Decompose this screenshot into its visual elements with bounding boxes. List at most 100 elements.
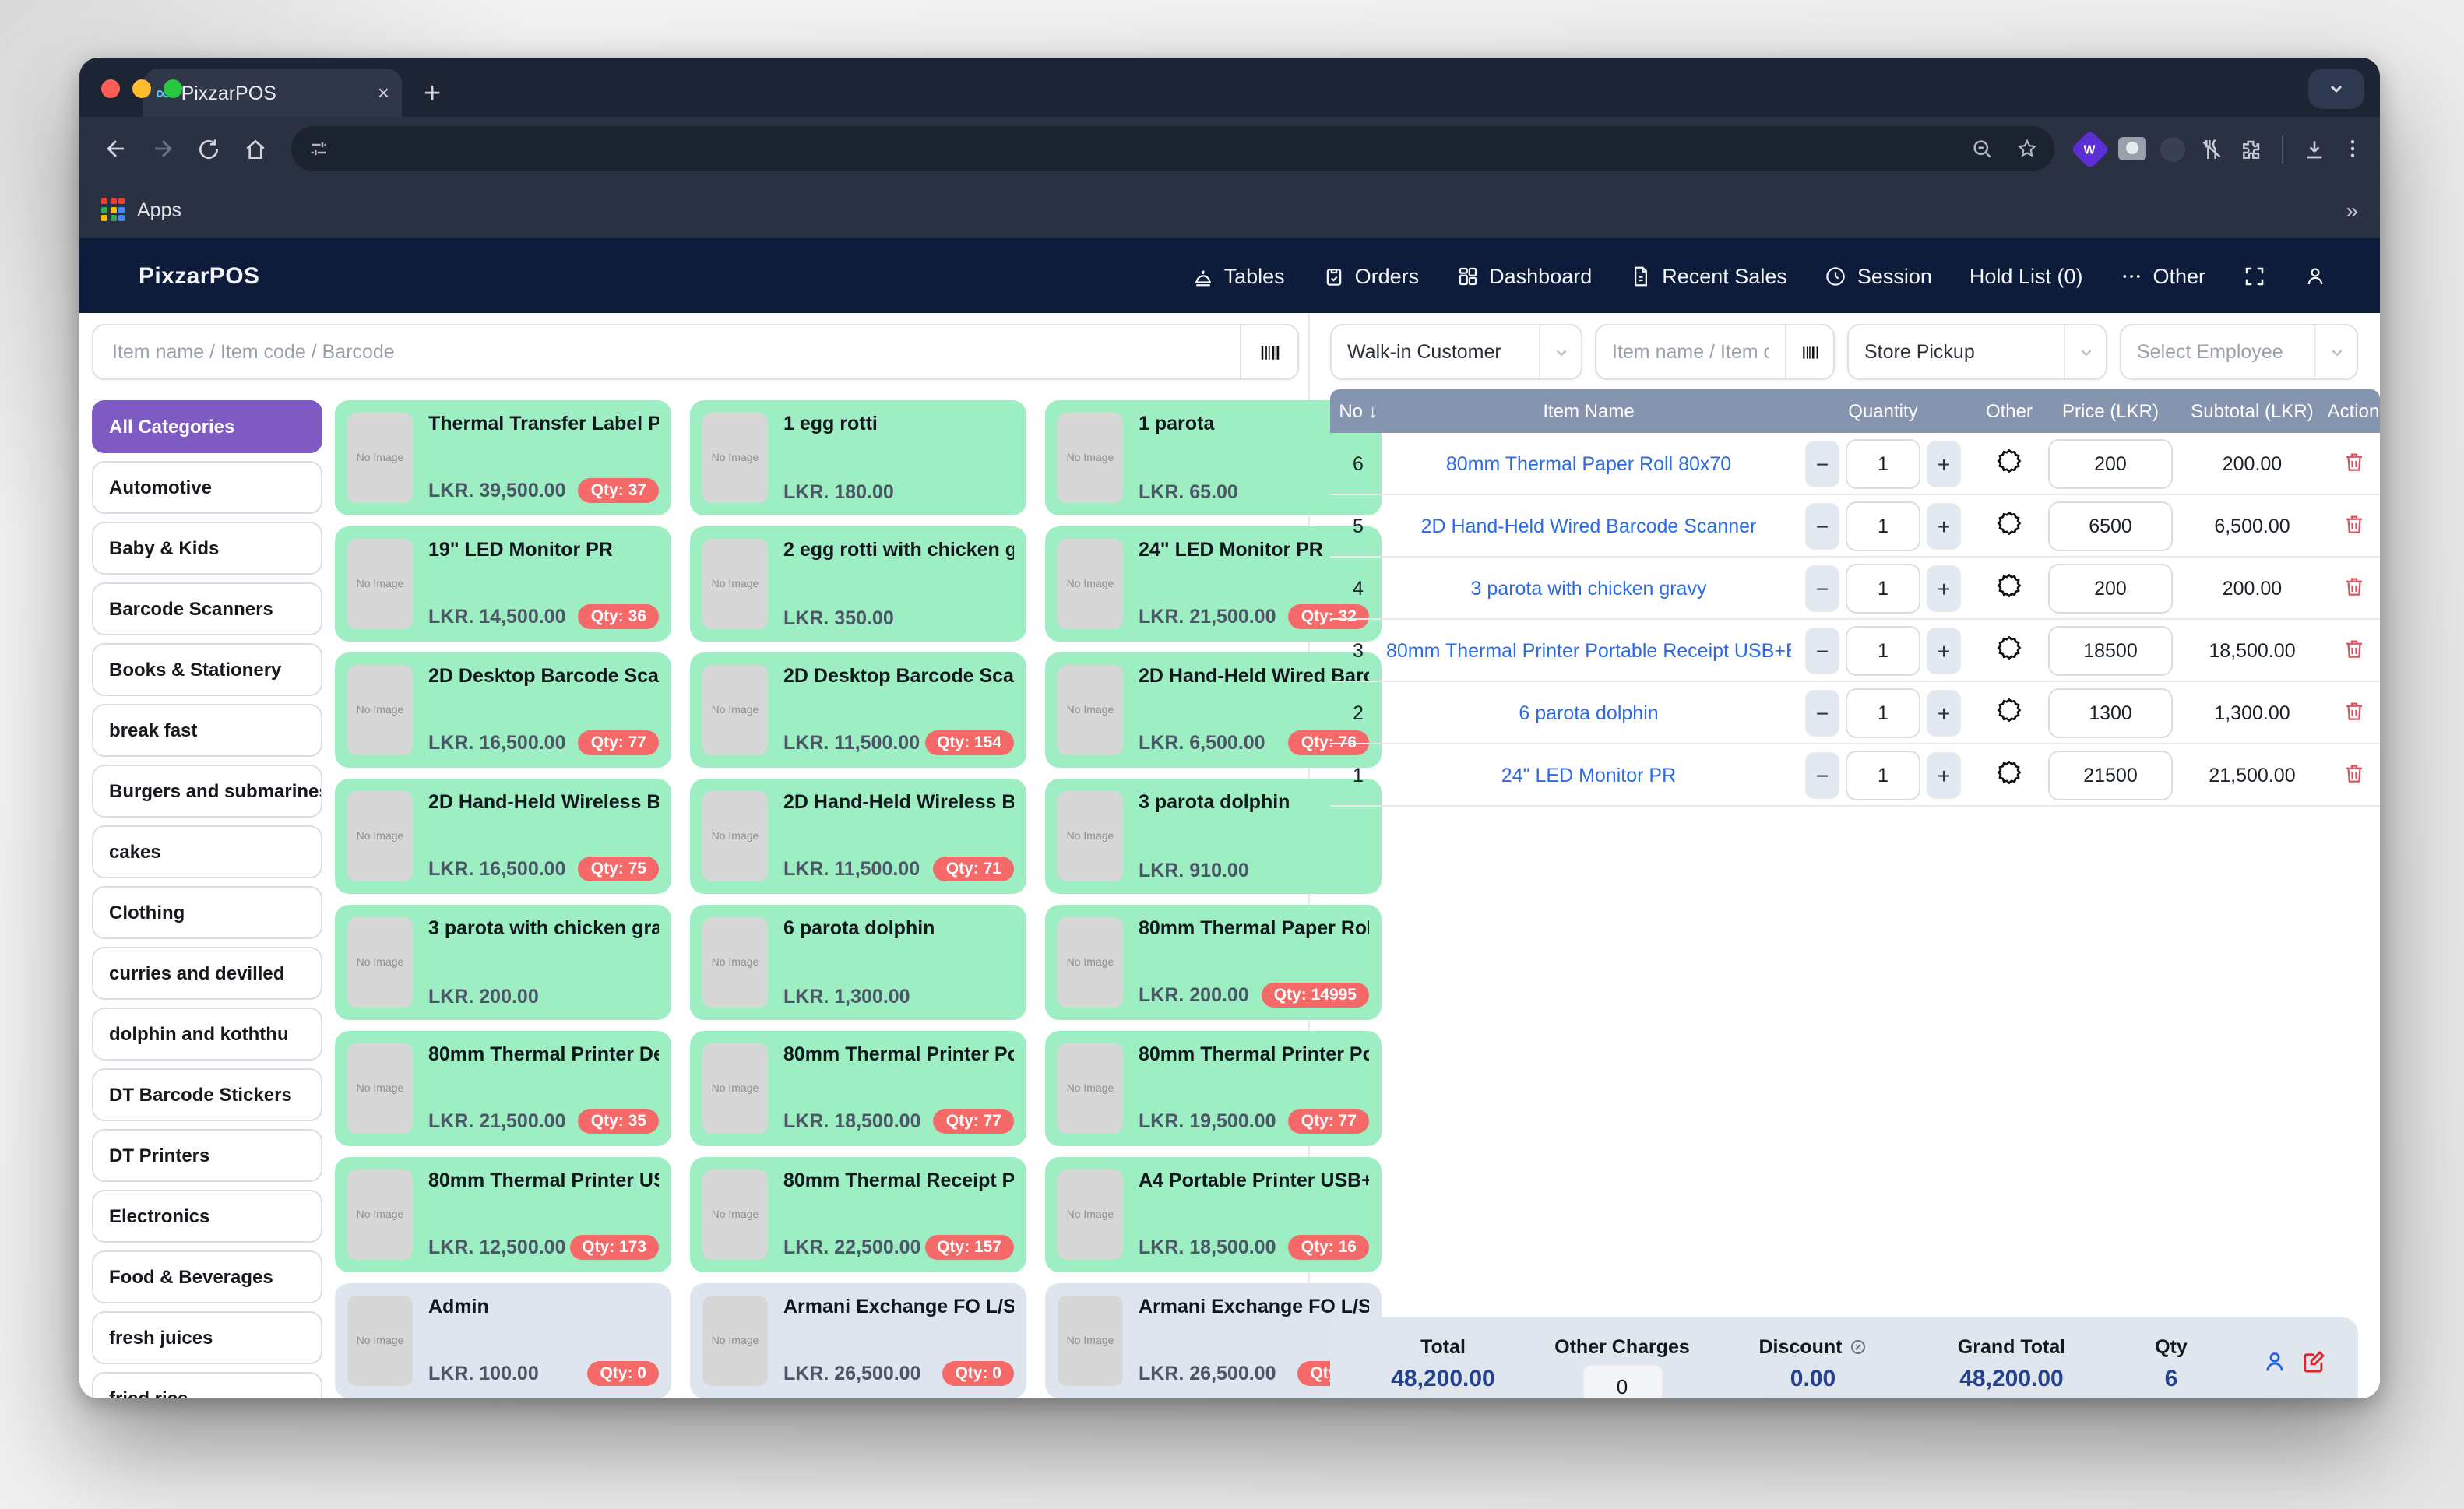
other-seal-icon[interactable]	[1995, 696, 2023, 729]
nav-session[interactable]: Session	[1825, 264, 1932, 287]
other-seal-icon[interactable]	[1995, 634, 2023, 667]
back-button[interactable]	[95, 128, 136, 169]
delete-row-icon[interactable]	[2342, 449, 2365, 477]
row-item-link[interactable]: 24" LED Monitor PR	[1501, 764, 1677, 786]
qty-input[interactable]	[1846, 563, 1920, 613]
customer-icon[interactable]	[2262, 1349, 2288, 1375]
edit-note-icon[interactable]	[2300, 1349, 2327, 1375]
home-button[interactable]	[235, 128, 276, 169]
qty-input[interactable]	[1846, 750, 1920, 800]
category-electronics[interactable]: Electronics	[92, 1190, 322, 1243]
product-card[interactable]: No Image Armani Exchange FO L/S (L) LKR. 2…	[690, 1283, 1026, 1398]
category-books-stationery[interactable]: Books & Stationery	[92, 643, 322, 696]
qty-minus-button[interactable]: −	[1805, 751, 1839, 798]
maximize-window-button[interactable]	[164, 79, 182, 98]
category-break-fast[interactable]: break fast	[92, 704, 322, 757]
row-item-link[interactable]: 80mm Thermal Paper Roll 80x70	[1445, 452, 1732, 474]
product-search-input[interactable]	[93, 341, 1240, 363]
other-charges-input[interactable]	[1582, 1364, 1663, 1398]
forward-button[interactable]	[142, 128, 182, 169]
camera-extension-icon[interactable]	[2118, 137, 2146, 160]
product-card[interactable]: No Image 80mm Thermal Printer Port... LKR.…	[1045, 1031, 1382, 1146]
category-all-categories[interactable]: All Categories	[92, 400, 322, 453]
product-card[interactable]: No Image 1 parota LKR. 65.00	[1045, 400, 1382, 515]
product-card[interactable]: No Image 2D Desktop Barcode Scann... LKR. …	[335, 652, 671, 768]
category-cakes[interactable]: cakes	[92, 825, 322, 878]
reload-button[interactable]	[188, 128, 229, 169]
qty-input[interactable]	[1846, 688, 1920, 737]
delete-row-icon[interactable]	[2342, 698, 2365, 726]
price-input[interactable]	[2048, 625, 2173, 675]
w-extension-icon[interactable]: W	[2070, 128, 2110, 169]
delete-row-icon[interactable]	[2342, 636, 2365, 664]
category-dolphin-and-koththu[interactable]: dolphin and koththu	[92, 1008, 322, 1061]
qty-minus-button[interactable]: −	[1805, 565, 1839, 611]
qty-plus-button[interactable]: +	[1927, 565, 1961, 611]
price-input[interactable]	[2048, 688, 2173, 737]
qty-plus-button[interactable]: +	[1927, 627, 1961, 674]
product-card[interactable]: No Image 80mm Thermal Printer Port... LKR.…	[690, 1031, 1026, 1146]
product-card[interactable]: No Image Admin LKR. 100.00 Qty: 0	[335, 1283, 671, 1398]
disabled-extension-icon[interactable]	[2160, 136, 2185, 161]
product-card[interactable]: No Image 80mm Thermal Paper Roll 8... LKR.…	[1045, 905, 1382, 1020]
product-card[interactable]: No Image Thermal Transfer Label Prin... LK…	[335, 400, 671, 515]
product-card[interactable]: No Image 80mm Thermal Printer Des... LKR. …	[335, 1031, 671, 1146]
nav-orders[interactable]: Orders	[1322, 264, 1419, 287]
bookmarks-overflow[interactable]: »	[2346, 197, 2358, 222]
nav-fullscreen[interactable]	[2243, 264, 2266, 287]
product-card[interactable]: No Image A4 Portable Printer USB+BT LKR. 1…	[1045, 1157, 1382, 1272]
product-card[interactable]: No Image 19" LED Monitor PR LKR. 14,500.00…	[335, 526, 671, 642]
apps-bookmark[interactable]: Apps	[137, 199, 181, 220]
barcode-icon[interactable]	[1240, 325, 1297, 378]
qty-minus-button[interactable]: −	[1805, 689, 1839, 736]
order-item-search-input[interactable]	[1596, 341, 1785, 363]
row-item-link[interactable]: 6 parota dolphin	[1519, 702, 1659, 723]
nav-tables[interactable]: Tables	[1192, 264, 1285, 287]
product-card[interactable]: No Image 3 parota dolphin LKR. 910.00	[1045, 779, 1382, 894]
nav-dashboard[interactable]: Dashboard	[1456, 264, 1592, 287]
row-item-link[interactable]: 2D Hand-Held Wired Barcode Scanner	[1420, 515, 1757, 536]
qty-input[interactable]	[1846, 438, 1920, 488]
employee-select[interactable]: Select Employee	[2120, 324, 2358, 380]
category-barcode-scanners[interactable]: Barcode Scanners	[92, 582, 322, 635]
product-card[interactable]: No Image 2 egg rotti with chicken gravy LK…	[690, 526, 1026, 642]
product-card[interactable]: No Image 2D Hand-Held Wired Barco... LKR. …	[1045, 652, 1382, 768]
category-curries-and-devilled[interactable]: curries and devilled	[92, 947, 322, 1000]
food-extension-icon[interactable]	[2199, 136, 2224, 161]
other-seal-icon[interactable]	[1995, 447, 2023, 480]
category-dt-barcode-stickers[interactable]: DT Barcode Stickers	[92, 1068, 322, 1121]
close-window-button[interactable]	[101, 79, 120, 98]
other-seal-icon[interactable]	[1995, 572, 2023, 604]
browser-tab[interactable]: ∞ PixzarPOS ×	[143, 69, 402, 117]
delete-row-icon[interactable]	[2342, 512, 2365, 540]
product-card[interactable]: No Image 3 parota with chicken gravy LKR. …	[335, 905, 671, 1020]
product-card[interactable]: No Image 2D Hand-Held Wireless Bar... LKR.…	[335, 779, 671, 894]
download-icon[interactable]	[2302, 136, 2327, 161]
product-card[interactable]: No Image 6 parota dolphin LKR. 1,300.00	[690, 905, 1026, 1020]
qty-plus-button[interactable]: +	[1927, 751, 1961, 798]
other-seal-icon[interactable]	[1995, 509, 2023, 542]
product-card[interactable]: No Image 2D Hand-Held Wireless Bar... LKR.…	[690, 779, 1026, 894]
price-input[interactable]	[2048, 563, 2173, 613]
category-clothing[interactable]: Clothing	[92, 886, 322, 939]
category-automotive[interactable]: Automotive	[92, 461, 322, 514]
extensions-puzzle-icon[interactable]	[2238, 136, 2263, 161]
menu-kebab-icon[interactable]	[2341, 137, 2364, 160]
product-card[interactable]: No Image 80mm Thermal Printer USB LKR. 12,…	[335, 1157, 671, 1272]
qty-minus-button[interactable]: −	[1805, 440, 1839, 487]
nav-hold-list[interactable]: Hold List (0)	[1969, 264, 2083, 287]
product-card[interactable]: No Image 80mm Thermal Receipt Prin... LKR.…	[690, 1157, 1026, 1272]
qty-input[interactable]	[1846, 625, 1920, 675]
bookmark-star-icon[interactable]	[2015, 137, 2039, 160]
price-input[interactable]	[2048, 750, 2173, 800]
row-item-link[interactable]: 3 parota with chicken gravy	[1470, 577, 1707, 599]
price-input[interactable]	[2048, 501, 2173, 550]
delete-row-icon[interactable]	[2342, 574, 2365, 602]
category-fresh-juices[interactable]: fresh juices	[92, 1311, 322, 1364]
delete-row-icon[interactable]	[2342, 761, 2365, 789]
category-fried-rice[interactable]: fried rice	[92, 1372, 322, 1398]
minimize-window-button[interactable]	[132, 79, 151, 98]
qty-minus-button[interactable]: −	[1805, 627, 1839, 674]
product-card[interactable]: No Image 1 egg rotti LKR. 180.00	[690, 400, 1026, 515]
qty-plus-button[interactable]: +	[1927, 689, 1961, 736]
